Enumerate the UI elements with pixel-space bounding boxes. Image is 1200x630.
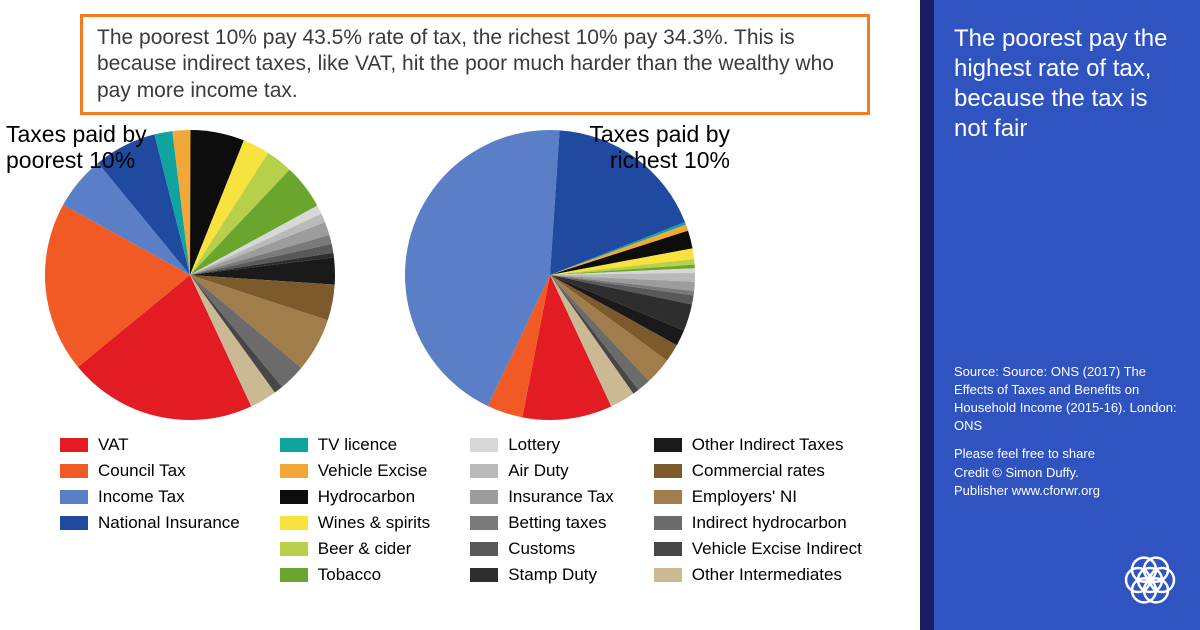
legend-item: Lottery	[470, 435, 614, 455]
legend-column: Lottery Air Duty Insurance Tax Betting taxe…	[470, 435, 614, 585]
legend-item: Beer & cider	[280, 539, 430, 559]
legend-item: Wines & spirits	[280, 513, 430, 533]
legend-item: Vehicle Excise Indirect	[654, 539, 862, 559]
legend-label: Employers' NI	[692, 487, 797, 507]
legend-swatch	[654, 490, 682, 504]
legend: VAT Council Tax Income Tax National Insuran…	[60, 435, 890, 585]
legend-swatch	[654, 438, 682, 452]
callout-box: The poorest 10% pay 43.5% rate of tax, t…	[80, 14, 870, 115]
legend-swatch	[60, 490, 88, 504]
legend-item: Betting taxes	[470, 513, 614, 533]
legend-item: TV licence	[280, 435, 430, 455]
sidebar-meta: Source: Source: ONS (2017) The Effects o…	[954, 363, 1180, 510]
legend-item: Commercial rates	[654, 461, 862, 481]
legend-swatch	[60, 438, 88, 452]
sidebar-share: Please feel free to share	[954, 446, 1095, 461]
legend-swatch	[470, 438, 498, 452]
legend-label: Vehicle Excise Indirect	[692, 539, 862, 559]
legend-item: Indirect hydrocarbon	[654, 513, 862, 533]
chart-richest: Taxes paid by richest 10%	[390, 125, 710, 425]
legend-label: VAT	[98, 435, 129, 455]
legend-swatch	[280, 568, 308, 582]
legend-swatch	[470, 490, 498, 504]
legend-label: Stamp Duty	[508, 565, 597, 585]
legend-item: Other Indirect Taxes	[654, 435, 862, 455]
legend-label: Commercial rates	[692, 461, 825, 481]
legend-label: TV licence	[318, 435, 397, 455]
chart-richest-title: Taxes paid by richest 10%	[550, 121, 730, 174]
legend-label: Vehicle Excise	[318, 461, 428, 481]
legend-item: National Insurance	[60, 513, 240, 533]
sidebar-publisher: Publisher www.cforwr.org	[954, 483, 1100, 498]
legend-label: Lottery	[508, 435, 560, 455]
legend-label: Other Indirect Taxes	[692, 435, 844, 455]
legend-swatch	[60, 516, 88, 530]
legend-item: Air Duty	[470, 461, 614, 481]
legend-swatch	[654, 464, 682, 478]
legend-item: Customs	[470, 539, 614, 559]
legend-label: Wines & spirits	[318, 513, 430, 533]
legend-item: Hydrocarbon	[280, 487, 430, 507]
legend-item: Income Tax	[60, 487, 240, 507]
main-area: The poorest 10% pay 43.5% rate of tax, t…	[0, 0, 920, 630]
legend-swatch	[470, 464, 498, 478]
legend-label: Tobacco	[318, 565, 381, 585]
charts-row: Taxes paid by poorest 10% Taxes paid by …	[30, 125, 890, 425]
legend-swatch	[654, 516, 682, 530]
legend-item: Employers' NI	[654, 487, 862, 507]
legend-swatch	[470, 516, 498, 530]
legend-item: Council Tax	[60, 461, 240, 481]
legend-column: TV licence Vehicle Excise Hydrocarbon Wines…	[280, 435, 430, 585]
legend-swatch	[470, 542, 498, 556]
legend-item: Other Intermediates	[654, 565, 862, 585]
legend-item: Tobacco	[280, 565, 430, 585]
sidebar: The poorest pay the highest rate of tax,…	[920, 0, 1200, 630]
legend-label: Hydrocarbon	[318, 487, 415, 507]
legend-swatch	[280, 490, 308, 504]
legend-label: Betting taxes	[508, 513, 606, 533]
sidebar-stripe	[920, 0, 934, 630]
legend-swatch	[654, 542, 682, 556]
legend-label: Customs	[508, 539, 575, 559]
legend-swatch	[60, 464, 88, 478]
legend-item: Vehicle Excise	[280, 461, 430, 481]
sidebar-credit: Credit © Simon Duffy.	[954, 465, 1079, 480]
legend-label: Insurance Tax	[508, 487, 614, 507]
flower-icon	[1118, 548, 1182, 612]
sidebar-panel: The poorest pay the highest rate of tax,…	[934, 0, 1200, 630]
legend-label: Indirect hydrocarbon	[692, 513, 847, 533]
legend-label: Income Tax	[98, 487, 185, 507]
legend-label: Other Intermediates	[692, 565, 842, 585]
legend-swatch	[280, 438, 308, 452]
legend-swatch	[280, 542, 308, 556]
legend-swatch	[654, 568, 682, 582]
legend-label: Air Duty	[508, 461, 568, 481]
legend-swatch	[280, 516, 308, 530]
legend-swatch	[280, 464, 308, 478]
legend-column: Other Indirect Taxes Commercial rates Empl…	[654, 435, 862, 585]
sidebar-title: The poorest pay the highest rate of tax,…	[954, 24, 1180, 144]
legend-label: Beer & cider	[318, 539, 412, 559]
legend-swatch	[470, 568, 498, 582]
legend-label: Council Tax	[98, 461, 186, 481]
callout-text: The poorest 10% pay 43.5% rate of tax, t…	[97, 26, 834, 102]
legend-column: VAT Council Tax Income Tax National Insuran…	[60, 435, 240, 585]
chart-poorest-title: Taxes paid by poorest 10%	[6, 121, 186, 174]
legend-label: National Insurance	[98, 513, 240, 533]
legend-item: VAT	[60, 435, 240, 455]
chart-poorest: Taxes paid by poorest 10%	[30, 125, 350, 425]
legend-item: Stamp Duty	[470, 565, 614, 585]
sidebar-source: Source: Source: ONS (2017) The Effects o…	[954, 363, 1180, 436]
legend-item: Insurance Tax	[470, 487, 614, 507]
